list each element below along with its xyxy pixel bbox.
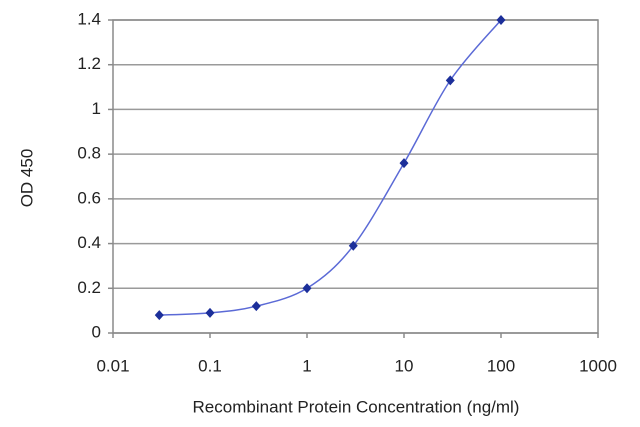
data-point xyxy=(445,75,455,86)
curve xyxy=(159,19,502,316)
data-point xyxy=(205,307,215,318)
x-tick-label: 0.1 xyxy=(198,356,222,375)
data-point xyxy=(251,301,261,312)
y-tick-label: 0.8 xyxy=(77,144,101,163)
y-tick-label: 1 xyxy=(92,99,101,118)
x-tick-label: 1 xyxy=(302,356,311,375)
y-tick-label: 0 xyxy=(92,322,101,341)
x-axis-title: Recombinant Protein Concentration (ng/ml… xyxy=(193,397,520,416)
data-point xyxy=(302,283,312,294)
x-tick-label: 100 xyxy=(487,356,515,375)
data-point xyxy=(348,240,358,251)
x-tick-label: 10 xyxy=(395,356,414,375)
data-point xyxy=(399,158,409,169)
y-tick-label: 1.2 xyxy=(77,54,101,73)
y-tick-label: 0.4 xyxy=(77,233,101,252)
y-tick-label: 0.2 xyxy=(77,278,101,297)
y-axis-title: OD 450 xyxy=(17,149,36,208)
y-tick-label: 1.4 xyxy=(77,9,101,28)
x-tick-label: 0.01 xyxy=(96,356,129,375)
plot-frame xyxy=(112,19,599,334)
x-tick-label: 1000 xyxy=(579,356,617,375)
y-tick-label: 0.6 xyxy=(77,188,101,207)
data-point xyxy=(154,310,164,321)
data-point xyxy=(496,15,506,25)
